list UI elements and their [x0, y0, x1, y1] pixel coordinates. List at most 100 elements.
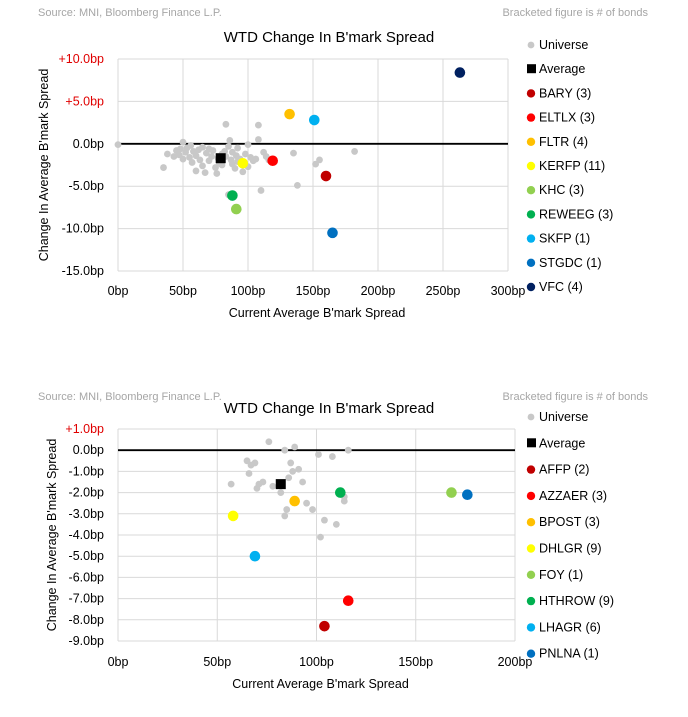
- universe-point: [209, 147, 217, 154]
- universe-point: [315, 451, 322, 458]
- universe-point: [259, 478, 267, 486]
- series-point-eltlx: [267, 155, 279, 167]
- universe-point: [114, 141, 122, 149]
- universe-point: [243, 457, 251, 465]
- legend-universe-label: Universe: [539, 410, 588, 424]
- legend-average-marker: [527, 438, 536, 448]
- universe-point: [192, 167, 200, 175]
- universe-point: [344, 446, 352, 454]
- x-tick-label: 100bp: [231, 284, 266, 298]
- source-text: Source: MNI, Bloomberg Finance L.P.: [38, 7, 222, 19]
- chart-2: Source: MNI, Bloomberg Finance L.P. Brack…: [38, 391, 648, 691]
- y-tick-label: -5.0bp: [69, 549, 104, 563]
- series-point-pnlna: [462, 489, 473, 501]
- y-tick-label: +10.0bp: [58, 52, 104, 66]
- universe-point: [186, 153, 193, 161]
- universe-point: [299, 478, 307, 486]
- legend-marker: [526, 186, 536, 195]
- legend-marker: [526, 258, 536, 267]
- universe-point: [291, 443, 299, 451]
- legend-marker: [526, 570, 536, 579]
- universe-point: [285, 474, 293, 482]
- legend-label: VFC (4): [539, 280, 583, 294]
- x-tick-label: 250bp: [426, 284, 461, 298]
- series-point-skfp: [309, 114, 320, 126]
- y-tick-label: -6.0bp: [69, 570, 104, 584]
- series-point-affp: [319, 620, 330, 632]
- universe-point: [294, 181, 301, 189]
- legend-marker: [526, 113, 536, 122]
- legend-label: SKFP (1): [539, 232, 590, 246]
- legend-marker: [526, 161, 536, 171]
- universe-point: [218, 161, 226, 169]
- legend: Universe Average AFFP (2) AZZAER (3) BPOST (…: [526, 410, 614, 661]
- legend-marker: [526, 465, 536, 474]
- chart-1: Source: MNI, Bloomberg Finance L.P. Brack…: [37, 7, 648, 320]
- legend-label: STGDC (1): [539, 256, 602, 270]
- universe-point: [340, 497, 348, 505]
- y-axis-label: Change In Average B'mark Spread: [37, 69, 51, 262]
- y-tick-label: -15.0bp: [62, 264, 104, 278]
- universe-point: [177, 145, 184, 153]
- universe-point: [289, 468, 297, 475]
- series-point-bpost: [289, 495, 300, 507]
- universe-point: [227, 480, 235, 488]
- x-tick-label: 300bp: [491, 284, 526, 298]
- universe-point: [199, 162, 206, 170]
- y-tick-label: +5.0bp: [65, 94, 104, 108]
- universe-point: [170, 153, 178, 160]
- universe-point: [328, 453, 336, 460]
- universe-point: [332, 521, 340, 528]
- legend-universe-label: Universe: [539, 38, 588, 52]
- y-tick-label: -3.0bp: [69, 507, 104, 521]
- series-point-foy: [446, 487, 457, 498]
- legend-universe-marker: [527, 41, 535, 49]
- universe-point: [199, 143, 206, 151]
- legend-average-label: Average: [539, 436, 585, 450]
- legend-marker: [526, 282, 536, 292]
- universe-point: [281, 446, 289, 454]
- y-tick-label: -1.0bp: [69, 464, 104, 478]
- universe-point: [164, 150, 171, 158]
- universe-point: [160, 164, 167, 171]
- universe-point: [244, 141, 252, 149]
- universe-point: [277, 489, 285, 496]
- legend-marker: [526, 596, 536, 606]
- legend-marker: [526, 137, 536, 146]
- x-tick-label: 150bp: [296, 284, 331, 298]
- universe-point: [231, 164, 239, 172]
- series-point-azzaer: [342, 595, 354, 607]
- legend-marker: [526, 623, 536, 632]
- universe-point: [245, 470, 253, 477]
- x-axis-label: Current Average B'mark Spread: [232, 677, 409, 691]
- x-axis-label: Current Average B'mark Spread: [229, 306, 406, 320]
- universe-point: [351, 148, 358, 155]
- universe-point: [251, 459, 259, 467]
- universe-point: [252, 155, 260, 163]
- universe-point: [303, 499, 310, 507]
- universe-point: [201, 169, 209, 177]
- x-tick-label: 50bp: [203, 655, 231, 669]
- series-point-fltr: [284, 108, 295, 120]
- legend-label: KERFP (11): [539, 159, 605, 173]
- universe-point: [287, 459, 295, 467]
- legend-label: AZZAER (3): [539, 489, 607, 503]
- average-marker: [275, 479, 286, 490]
- universe-point: [213, 170, 221, 177]
- y-axis-label: Change In Average B'mark Spread: [45, 439, 59, 632]
- chart-title: WTD Change In B'mark Spread: [224, 400, 434, 417]
- universe-point: [255, 121, 262, 129]
- universe-point: [309, 506, 316, 513]
- universe-point: [225, 142, 232, 150]
- universe-point: [188, 159, 196, 166]
- universe-point: [196, 156, 204, 164]
- legend-average-label: Average: [539, 62, 585, 76]
- universe-point: [221, 148, 229, 155]
- universe-point: [281, 512, 289, 520]
- series-point-vfc: [454, 67, 466, 78]
- universe-point: [187, 142, 195, 149]
- series-point-lhagr: [249, 550, 261, 562]
- y-tick-label: 0.0bp: [73, 137, 104, 151]
